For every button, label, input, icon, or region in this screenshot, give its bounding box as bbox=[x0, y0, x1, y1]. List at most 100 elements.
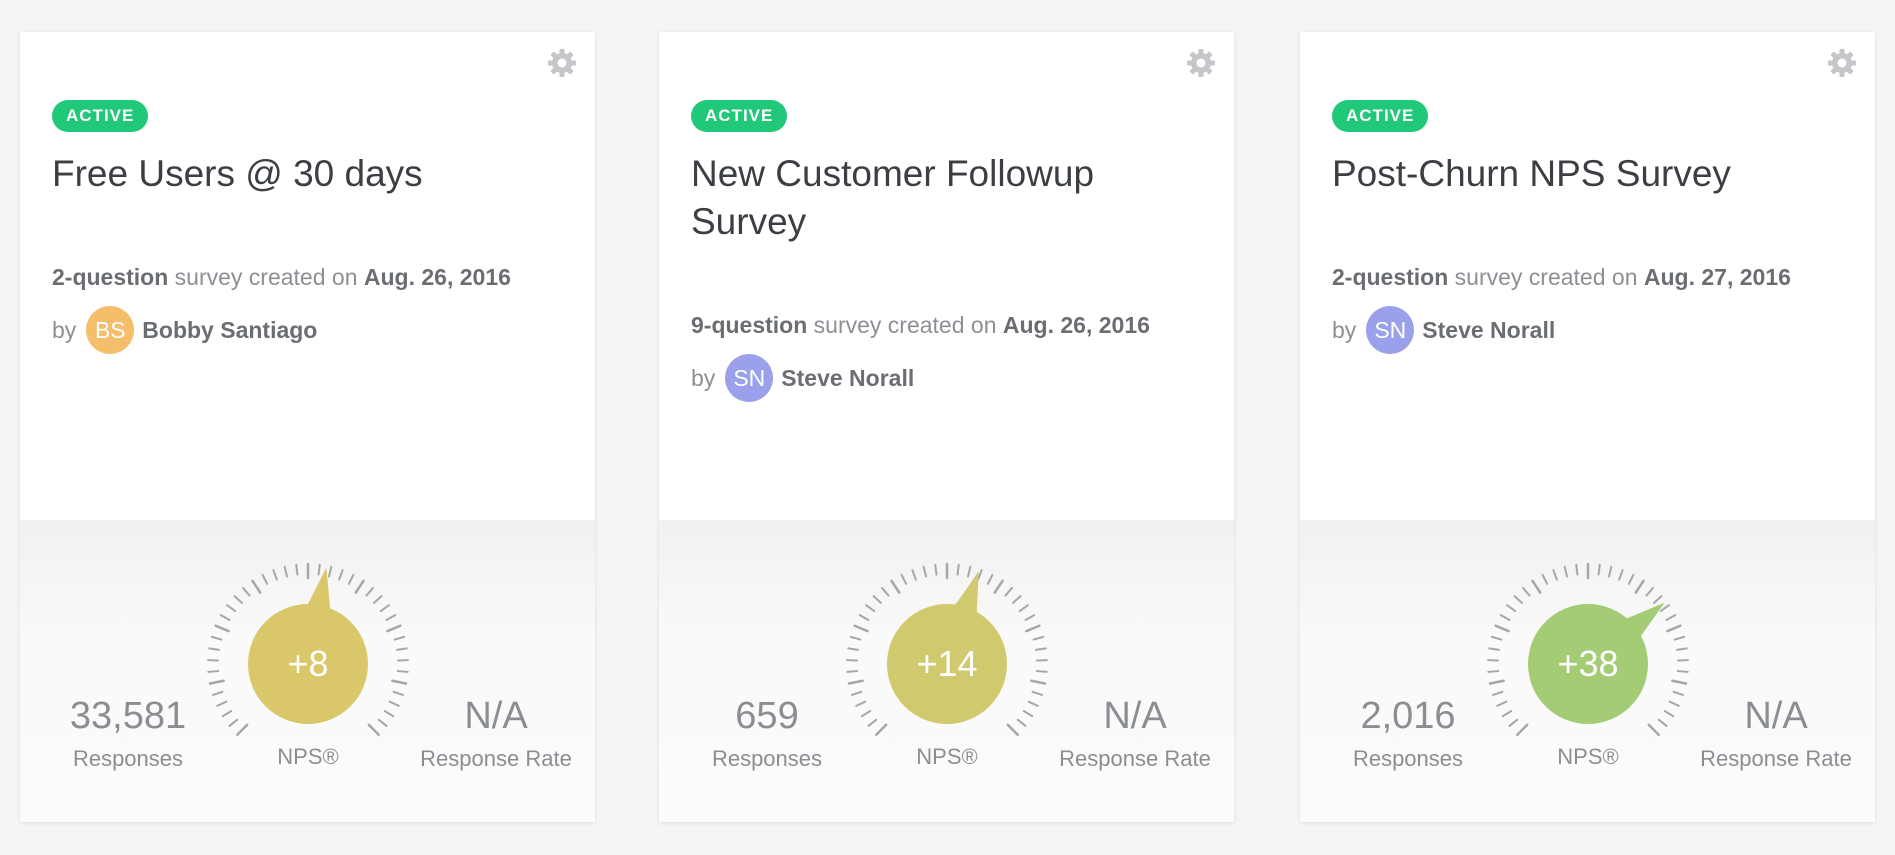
response-rate-value: N/A bbox=[1744, 695, 1808, 737]
avatar: SN bbox=[725, 354, 774, 402]
gauge-tick bbox=[1627, 573, 1635, 585]
gauge-tick bbox=[934, 563, 938, 576]
gauge-tick bbox=[922, 565, 927, 578]
nps-score: +8 bbox=[287, 643, 329, 684]
response-rate-value: N/A bbox=[1103, 695, 1167, 737]
status-badge: ACTIVE bbox=[1332, 100, 1429, 132]
gauge-tick bbox=[1501, 710, 1513, 718]
gauge-tick bbox=[1004, 586, 1013, 597]
gauge-dial bbox=[887, 604, 1007, 724]
response-rate-label: Response Rate bbox=[420, 746, 572, 771]
gauge-tick bbox=[354, 579, 365, 594]
question-count: 2-question bbox=[52, 264, 169, 290]
gauge-tick bbox=[1016, 718, 1027, 727]
question-count: 2-question bbox=[1332, 264, 1449, 290]
by-label: by bbox=[1332, 316, 1357, 343]
gauge-tick bbox=[1032, 635, 1045, 641]
gauge-tick bbox=[219, 614, 231, 622]
survey-stats: 2,016 Responses +38 NPS® N/A Response Ra… bbox=[1300, 520, 1875, 822]
gear-icon[interactable] bbox=[1827, 48, 1857, 78]
gauge-tick bbox=[1668, 700, 1680, 707]
gauge-tick bbox=[1494, 624, 1510, 633]
gauge-tick bbox=[1608, 565, 1613, 578]
responses-label: Responses bbox=[72, 746, 184, 771]
responses-stat: 33,581 Responses bbox=[48, 694, 208, 772]
gauge-tick bbox=[221, 710, 233, 718]
responses-label: Responses bbox=[711, 746, 823, 771]
responses-count: 659 bbox=[735, 695, 799, 737]
gauge-tick bbox=[900, 573, 908, 585]
gauge-tick bbox=[328, 565, 333, 578]
response-rate-value: N/A bbox=[464, 695, 528, 737]
nps-gauge: +38 bbox=[1484, 560, 1692, 768]
gauge-tick bbox=[1575, 563, 1579, 576]
nps-label: NPS® bbox=[916, 744, 978, 769]
created-text: survey created on bbox=[1448, 264, 1644, 290]
gauge-tick bbox=[1618, 569, 1624, 581]
gauge-tick bbox=[251, 579, 262, 594]
gauge-tick bbox=[1676, 670, 1689, 673]
gauge-tick bbox=[986, 573, 994, 585]
nps-score: +14 bbox=[916, 643, 978, 684]
gauge-tick bbox=[1531, 579, 1542, 594]
survey-card[interactable]: ACTIVE New Customer Followup Survey 9-qu… bbox=[659, 32, 1234, 822]
status-badge: ACTIVE bbox=[52, 100, 149, 132]
gauge-tick bbox=[211, 690, 224, 696]
avatar: SN bbox=[1366, 306, 1415, 354]
survey-card[interactable]: ACTIVE Post-Churn NPS Survey 2-question … bbox=[1300, 32, 1875, 822]
survey-stats: 33,581 Responses +8 NPS® N/A Response Ra… bbox=[20, 520, 595, 822]
gauge-tick bbox=[847, 647, 860, 651]
gauge-tick bbox=[391, 679, 408, 685]
gauge-tick bbox=[1659, 604, 1670, 613]
gauge-tick bbox=[208, 679, 225, 685]
gauge-tick bbox=[1666, 624, 1682, 633]
response-rate-label: Response Rate bbox=[1700, 746, 1852, 771]
gauge-dial bbox=[248, 604, 368, 724]
by-label: by bbox=[691, 364, 716, 391]
gauge-tick bbox=[1022, 710, 1034, 718]
gauge-tick bbox=[1012, 595, 1022, 604]
gauge-tick bbox=[1675, 647, 1688, 651]
survey-card[interactable]: ACTIVE Free Users @ 30 days 2-question s… bbox=[20, 32, 595, 822]
gauge-tick bbox=[1025, 624, 1041, 633]
gauge-tick bbox=[338, 569, 344, 581]
gauge-tick bbox=[1508, 718, 1519, 727]
gauge-tick bbox=[1634, 579, 1645, 594]
gauge-tick bbox=[210, 635, 223, 641]
gauge-tick bbox=[386, 624, 402, 633]
avatar: BS bbox=[86, 306, 135, 354]
gauge-tick bbox=[911, 569, 917, 581]
gauge-tick bbox=[1645, 586, 1654, 597]
gauge-tick bbox=[890, 579, 901, 594]
gauge-tick bbox=[993, 579, 1004, 594]
author-name: Steve Norall bbox=[1422, 316, 1556, 343]
gauge-tick bbox=[1671, 679, 1688, 685]
nps-label: NPS® bbox=[277, 744, 339, 769]
gauge-tick bbox=[393, 635, 406, 641]
survey-title[interactable]: Post-Churn NPS Survey bbox=[1332, 153, 1731, 194]
gear-icon[interactable] bbox=[1186, 48, 1216, 78]
gauge-tick bbox=[849, 635, 862, 641]
gauge-tick bbox=[865, 604, 876, 613]
response-rate-stat: N/A Response Rate bbox=[1686, 694, 1866, 772]
gear-icon[interactable] bbox=[547, 48, 577, 78]
gauge-tick bbox=[216, 700, 228, 707]
gauge-tick bbox=[396, 670, 409, 673]
gauge-tick bbox=[214, 624, 230, 633]
gauge-tick bbox=[283, 565, 288, 578]
survey-title[interactable]: New Customer Followup Survey bbox=[691, 153, 1095, 242]
gauge-tick bbox=[853, 624, 869, 633]
by-label: by bbox=[52, 316, 77, 343]
survey-meta: 9-question survey created on Aug. 26, 20… bbox=[691, 312, 1211, 339]
gauge-tick bbox=[1653, 595, 1663, 604]
survey-meta: 2-question survey created on Aug. 27, 20… bbox=[1332, 264, 1852, 291]
gauge-tick bbox=[1522, 586, 1531, 597]
survey-title[interactable]: Free Users @ 30 days bbox=[52, 153, 423, 194]
gauge-tick bbox=[365, 586, 374, 597]
status-badge: ACTIVE bbox=[691, 100, 788, 132]
gauge-tick bbox=[1665, 614, 1677, 622]
responses-count: 33,581 bbox=[69, 695, 187, 737]
survey-stats: 659 Responses +14 NPS® N/A Response Rate bbox=[659, 520, 1234, 822]
gauge-tick bbox=[1487, 670, 1500, 673]
gauge-tick bbox=[1488, 647, 1501, 651]
